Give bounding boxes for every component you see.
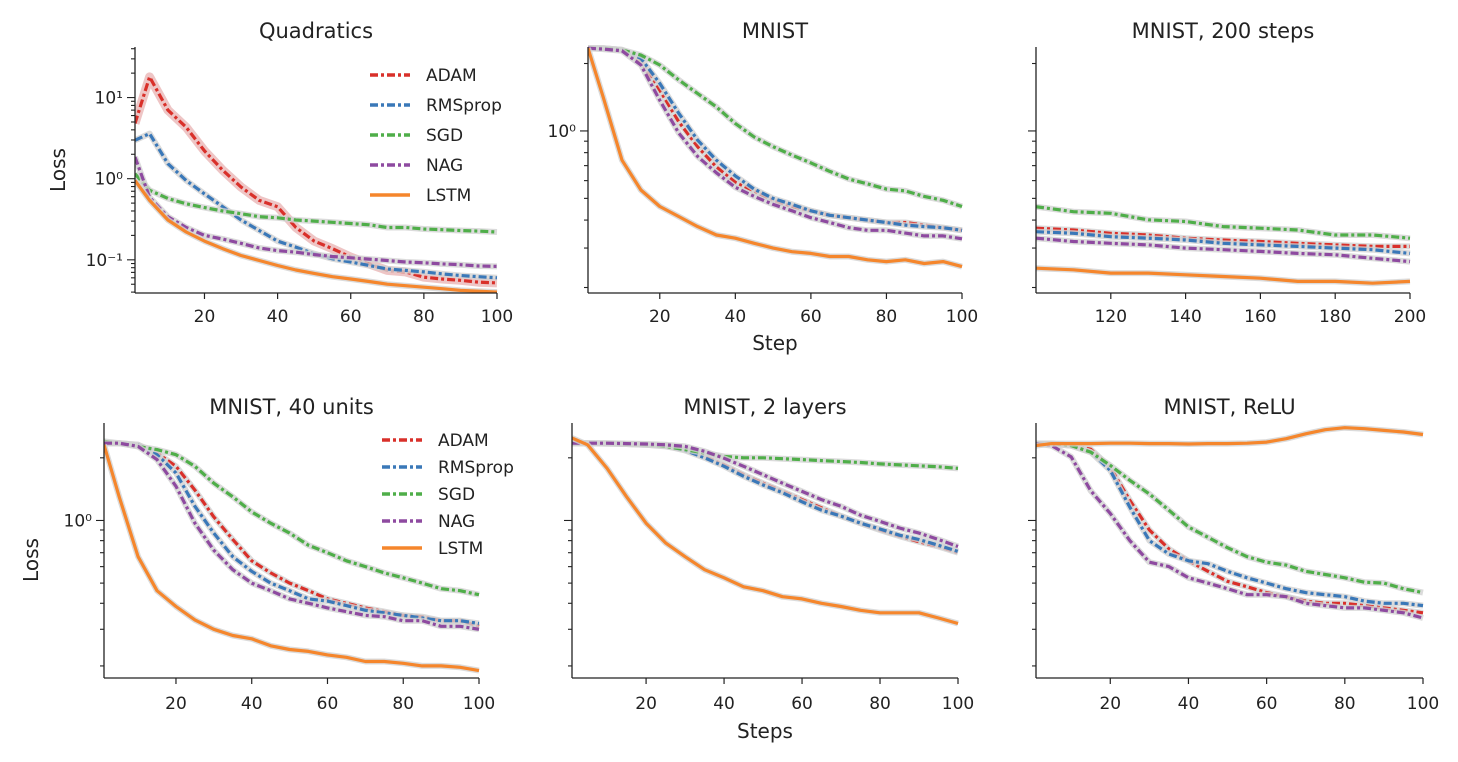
x-tick-label: 60: [317, 694, 339, 714]
legend-label: SGD: [438, 485, 475, 505]
legend-label: LSTM: [438, 539, 483, 559]
y-tick-label: 10¹: [95, 89, 123, 109]
x-tick-label: 200: [1394, 307, 1426, 327]
subplot-2: MNIST 20 40 60 80 100 10⁰ Step: [548, 19, 979, 355]
legend: ADAM RMSprop SGD NAG LSTM: [382, 431, 514, 559]
x-tick-label: 100: [946, 307, 978, 327]
series-line-lstm: [588, 47, 963, 269]
x-tick-label: 40: [1178, 694, 1200, 714]
x-tick-label: 20: [194, 307, 216, 327]
x-tick-label: 100: [481, 307, 513, 327]
subplot-title: MNIST, ReLU: [1163, 395, 1295, 419]
series-line-nag: [1036, 236, 1411, 264]
x-tick-label: 40: [267, 307, 289, 327]
x-tick-label: 40: [725, 307, 747, 327]
x-tick-label: 40: [241, 694, 263, 714]
y-tick-label: 10⁻¹: [86, 251, 123, 271]
x-axis-label: Steps: [737, 719, 793, 743]
x-tick-label: 60: [340, 307, 362, 327]
legend-label: RMSprop: [426, 96, 502, 116]
series-line-lstm: [135, 179, 498, 293]
x-tick-label: 60: [800, 307, 822, 327]
x-axis-label: Step: [752, 331, 798, 355]
series-line-sgd: [1036, 442, 1424, 595]
subplot-title: MNIST, 40 units: [209, 395, 374, 419]
series-line-adam: [1036, 226, 1410, 248]
series-line-rmsprop: [588, 46, 963, 232]
legend-label: ADAM: [438, 431, 489, 451]
series-line-lstm: [572, 436, 959, 626]
legend-label: ADAM: [426, 66, 477, 86]
subplot-3: MNIST, 200 steps 120 140 160 180 200: [1028, 19, 1426, 327]
legend-label: RMSprop: [438, 458, 514, 478]
subplot-title: MNIST, 2 layers: [683, 395, 846, 419]
confidence-band-nag: [588, 45, 963, 242]
x-tick-label: 160: [1244, 307, 1276, 327]
series-line-nag: [572, 441, 959, 549]
subplot-title: MNIST: [742, 19, 808, 43]
y-tick-label: 10⁰: [548, 122, 577, 142]
x-tick-label: 20: [1099, 694, 1121, 714]
y-axis-label: Loss: [19, 538, 43, 582]
series-line-lstm: [104, 444, 480, 673]
series-line-rmsprop: [572, 441, 959, 553]
subplot-5: MNIST, 2 layers 20 40 60 80 100 Steps: [564, 395, 974, 743]
y-tick-label: 10⁰: [64, 511, 93, 531]
x-tick-label: 180: [1319, 307, 1351, 327]
x-tick-label: 120: [1095, 307, 1127, 327]
legend: ADAM RMSprop SGD NAG LSTM: [370, 66, 502, 206]
legend-label: LSTM: [426, 186, 471, 206]
series-line-nag: [1036, 442, 1424, 620]
x-tick-label: 60: [1256, 694, 1278, 714]
subplot-1: Quadratics 20 40 60 80 100 10¹ 10⁰ 10⁻¹ Loss ADAM R…: [46, 19, 513, 327]
x-tick-label: 40: [713, 694, 735, 714]
subplot-title: MNIST, 200 steps: [1132, 19, 1315, 43]
series-line-sgd: [135, 172, 498, 234]
subplot-title: Quadratics: [259, 19, 373, 43]
x-tick-label: 20: [635, 694, 657, 714]
series-line-rmsprop: [1036, 230, 1411, 255]
y-axis-label: Loss: [46, 148, 70, 192]
x-tick-label: 80: [869, 694, 891, 714]
x-tick-label: 20: [649, 307, 671, 327]
series-line-lstm: [1036, 426, 1424, 448]
series-line-rmsprop: [104, 441, 480, 626]
subplot-6: MNIST, ReLU 20 40 60 80 100: [1028, 395, 1439, 714]
series-line-nag: [135, 156, 498, 268]
series-line-sgd: [104, 439, 480, 597]
x-tick-label: 20: [165, 694, 187, 714]
x-tick-label: 100: [1407, 694, 1439, 714]
series-line-sgd: [572, 441, 959, 470]
x-tick-label: 60: [791, 694, 813, 714]
x-tick-label: 80: [392, 694, 414, 714]
x-tick-label: 80: [1334, 694, 1356, 714]
x-tick-label: 140: [1169, 307, 1201, 327]
x-tick-label: 100: [463, 694, 495, 714]
x-tick-label: 80: [413, 307, 435, 327]
legend-label: NAG: [426, 156, 463, 176]
series-line-lstm: [1036, 266, 1411, 285]
series-line-nag: [588, 46, 963, 241]
confidence-band-nag: [1036, 440, 1424, 621]
legend-label: NAG: [438, 512, 475, 532]
y-tick-label: 10⁰: [95, 170, 124, 190]
x-tick-label: 80: [876, 307, 898, 327]
subplot-4: MNIST, 40 units 20 40 60 80 100 10⁰ Loss ADAM RMS…: [19, 395, 514, 714]
series-line-adam: [135, 75, 498, 285]
x-tick-label: 100: [942, 694, 974, 714]
series-line-nag: [104, 441, 480, 631]
series-line-sgd: [1036, 205, 1411, 240]
confidence-band-lstm: [104, 443, 480, 674]
series-line-sgd: [588, 46, 963, 209]
legend-label: SGD: [426, 126, 463, 146]
